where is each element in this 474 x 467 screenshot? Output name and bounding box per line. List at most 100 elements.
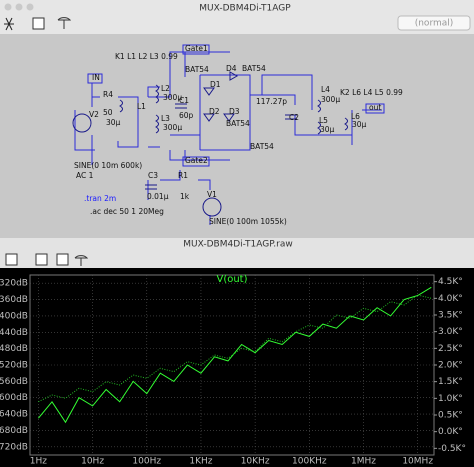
y-tick-label: -640dB <box>0 410 28 420</box>
schematic-label: R4 <box>103 90 113 99</box>
x-tick-label: 1KHz <box>189 457 212 467</box>
schematic-label: L2 <box>161 84 170 93</box>
schematic-label: R1 <box>178 171 188 180</box>
schematic-label: 117.27p <box>256 97 287 106</box>
window-button[interactable] <box>4 3 12 11</box>
x-tick-label: 100KHz <box>292 457 327 467</box>
schematic-label: SINE(0 100m 1055k) <box>209 217 287 226</box>
x-tick-label: 1Hz <box>30 457 47 467</box>
diodes <box>203 71 239 122</box>
schematic-label: 50 <box>103 108 113 117</box>
schematic-label: D3 <box>229 107 240 116</box>
spice-directive: .tran 2m <box>84 194 116 203</box>
y-tick-label: -440dB <box>0 328 28 338</box>
schematic-label: L5 <box>319 116 328 125</box>
plot-background <box>0 268 474 467</box>
schematic-label: L1 <box>137 102 146 111</box>
plot: -320dB -360dB -400dB -440dB -480dB -520dB -560… <box>0 274 466 467</box>
x-tick-label: 10Hz <box>81 457 104 467</box>
capacitors <box>145 103 297 190</box>
mode-label: (normal) <box>415 19 454 29</box>
schematic-label: K1 L1 L2 L3 0.99 <box>115 52 178 61</box>
net-flag <box>87 73 103 84</box>
schematic-label: AC 1 <box>76 171 94 180</box>
y2-tick-label: 0.0K° <box>438 427 463 437</box>
y-tick-label: -360dB <box>0 295 28 305</box>
schematic-label: K2 L6 L4 L5 0.99 <box>340 88 403 97</box>
y-tick-label: -520dB <box>0 361 28 371</box>
y-tick-label: -400dB <box>0 311 28 321</box>
schematic-label: BAT54 <box>242 64 266 73</box>
tool-icon[interactable] <box>5 253 18 266</box>
tool-icon[interactable] <box>35 253 48 266</box>
schematic-titlebar <box>0 0 474 34</box>
x-tick-label: 10KHz <box>241 457 270 467</box>
schematic-label: C1 <box>179 96 189 105</box>
x-tick-label: 10MHz <box>402 457 433 467</box>
schematic-label: 30µ <box>320 125 335 134</box>
schematic-label: V2 <box>89 110 99 119</box>
schematic-label: C3 <box>148 171 158 180</box>
y2-tick-label: 3.5K° <box>438 311 463 321</box>
schematic-label: 0.01µ <box>147 192 169 201</box>
schematic-label: 300µ <box>163 123 182 132</box>
schematic-label: BAT54 <box>250 142 274 151</box>
schematic-label: D1 <box>210 80 221 89</box>
y2-tick-label: 0.5K° <box>438 411 463 421</box>
schematic-label: L3 <box>161 114 170 123</box>
schematic-label: SINE(0 10m 600k) <box>74 161 142 170</box>
tool-icon[interactable] <box>57 17 72 29</box>
wires <box>72 44 385 225</box>
source-symbol <box>202 197 222 217</box>
schematic-label: out <box>369 103 381 112</box>
schematic-label: 300µ <box>163 93 182 102</box>
schematic-label: 1k <box>180 192 190 201</box>
schematic-label: Gate2 <box>185 156 208 165</box>
y2-tick-label: 1.0K° <box>438 394 463 404</box>
schematic-label: BAT54 <box>185 65 209 74</box>
schematic-label: 30µ <box>352 120 367 129</box>
plot-title: V(out) <box>216 274 247 285</box>
window-button[interactable] <box>26 3 34 11</box>
schematic-canvas <box>0 34 474 238</box>
schematic-label: C2 <box>289 113 299 122</box>
schematic-label: BAT54 <box>226 119 250 128</box>
y-tick-label: -680dB <box>0 426 28 436</box>
y-tick-label: -600dB <box>0 393 28 403</box>
tool-icon[interactable] <box>74 255 89 266</box>
waveform-titlebar <box>0 238 474 268</box>
tool-icon[interactable] <box>56 253 69 266</box>
tool-icon[interactable] <box>4 17 14 31</box>
schematic-label: Gate1 <box>185 44 208 53</box>
y-tick-label: -480dB <box>0 344 28 354</box>
window-button[interactable] <box>15 3 23 11</box>
trace <box>38 294 432 403</box>
schematic-label: IN <box>92 73 100 82</box>
y2-tick-label: 2.5K° <box>438 344 463 354</box>
y2-tick-label: 2.0K° <box>438 361 463 371</box>
window-title: MUX-DBM4Di-T1AGP.raw <box>183 240 292 250</box>
net-flag <box>365 103 385 114</box>
inductors <box>119 84 348 135</box>
y2-tick-label: 4.0K° <box>438 294 463 304</box>
schematic-label: L6 <box>351 112 360 121</box>
net-flag <box>182 44 210 55</box>
source-symbol <box>72 113 92 133</box>
tool-icon[interactable] <box>32 17 45 30</box>
y-tick-label: -320dB <box>0 279 28 289</box>
y2-tick-label: 3.0K° <box>438 327 463 337</box>
window-title: MUX-DBM4Di-T1AGP <box>199 4 291 14</box>
schematic-label: L4 <box>321 85 330 94</box>
schematic-label: 30µ <box>106 118 121 127</box>
y-tick-label: -560dB <box>0 377 28 387</box>
schematic-label: D2 <box>209 107 220 116</box>
mode-select[interactable] <box>397 15 471 31</box>
spice-directive: .ac dec 50 1 20Meg <box>90 207 164 216</box>
y2-tick-label: 4.5K° <box>438 277 463 287</box>
y2-tick-label: 1.5K° <box>438 377 463 387</box>
x-tick-label: 1MHz <box>351 457 376 467</box>
y2-tick-label: -0.5K° <box>438 444 466 454</box>
